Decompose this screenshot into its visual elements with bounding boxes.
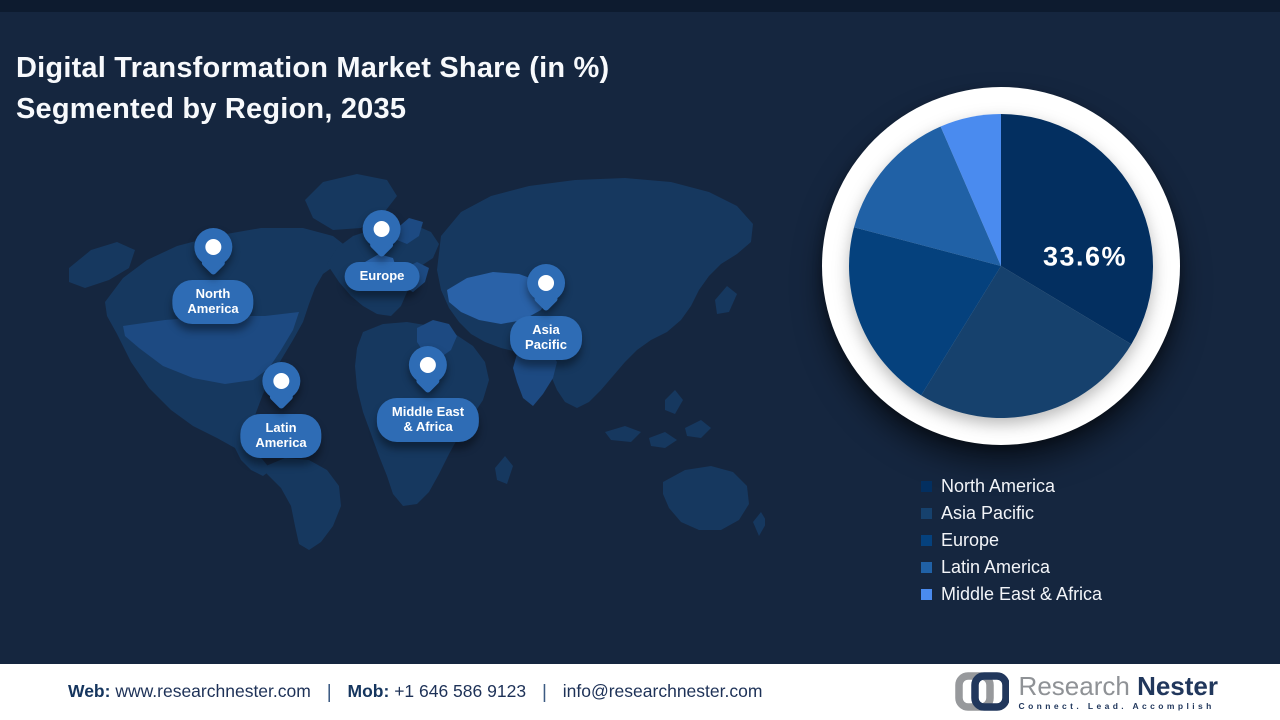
chart-legend: North America Asia Pacific Europe Latin Ame… xyxy=(921,477,1102,612)
map-region-label-europe: Europe xyxy=(344,262,420,291)
map-region-label-latin-america: Latin America xyxy=(240,414,322,458)
logo-brand-name: Research Nester xyxy=(1019,673,1218,699)
footer-divider: | xyxy=(541,681,547,703)
legend-label: Latin America xyxy=(941,557,1051,577)
email-address: info@researchnester.com xyxy=(562,680,763,701)
location-pin-icon xyxy=(194,228,232,278)
website-url: www.researchnester.com xyxy=(115,680,311,701)
map-region-label-asia-pacific: Asia Pacific xyxy=(510,316,582,360)
footer-divider: | xyxy=(326,681,332,703)
pie-value-label: 33.6% xyxy=(1042,241,1128,272)
pie-slice-latin-america xyxy=(854,126,1001,266)
page-title-line2: Segmented by Region, 2035 xyxy=(16,93,407,125)
legend-swatch xyxy=(921,481,932,492)
legend-swatch xyxy=(921,508,932,519)
location-pin-icon xyxy=(526,264,565,314)
top-accent-bar xyxy=(0,0,1280,12)
legend-label: Middle East & Africa xyxy=(941,584,1103,604)
location-pin-icon xyxy=(409,346,447,396)
mob-label: Mob: xyxy=(347,680,390,701)
footer-bar: Web: www.researchnester.com | Mob: +1 64… xyxy=(0,664,1280,720)
location-pin-icon xyxy=(362,210,401,260)
legend-item-middle-east-africa: Middle East & Africa xyxy=(921,585,1102,604)
map-pin-asia-pacific: Asia Pacific xyxy=(510,264,582,360)
footer-contact-text: Web: www.researchnester.com | Mob: +1 64… xyxy=(68,681,762,704)
pie-slice-europe xyxy=(849,227,1001,396)
page-title-line1: Digital Transformation Market Share (in … xyxy=(16,52,610,84)
page-title: Digital Transformation Market Share (in … xyxy=(16,48,609,130)
legend-item-north-america: North America xyxy=(921,477,1102,496)
logo-brand-second: Nester xyxy=(1137,671,1218,701)
pie-chart: 33.6% xyxy=(822,87,1180,445)
legend-swatch xyxy=(921,562,932,573)
logo-tagline: Connect. Lead. Accomplish xyxy=(1018,701,1215,711)
legend-label: Europe xyxy=(941,530,1000,550)
map-region-label-north-america: North America xyxy=(172,280,254,324)
pie-slices xyxy=(849,114,1153,418)
phone-number: +1 646 586 9123 xyxy=(394,680,527,701)
map-pin-europe: Europe xyxy=(344,210,420,291)
logo-chainlink-icon xyxy=(954,672,1009,711)
legend-item-europe: Europe xyxy=(921,531,1102,550)
map-pin-middle-east-africa: Middle East & Africa xyxy=(376,346,480,442)
research-nester-logo: Research Nester Connect. Lead. Accomplis… xyxy=(954,670,1218,714)
legend-swatch xyxy=(921,589,932,600)
map-pin-north-america: North America xyxy=(172,228,254,324)
map-pin-latin-america: Latin America xyxy=(240,362,322,458)
legend-label: North America xyxy=(941,476,1056,496)
logo-brand-first: Research xyxy=(1018,671,1130,701)
legend-item-asia-pacific: Asia Pacific xyxy=(921,504,1102,523)
legend-label: Asia Pacific xyxy=(941,503,1035,523)
location-pin-icon xyxy=(262,362,300,412)
legend-item-latin-america: Latin America xyxy=(921,558,1102,577)
logo-text: Research Nester Connect. Lead. Accomplis… xyxy=(1019,673,1218,711)
pie-slice-north-america xyxy=(1001,114,1153,345)
web-label: Web: xyxy=(68,680,111,701)
legend-swatch xyxy=(921,535,932,546)
pie-slice-middle-east-africa xyxy=(940,114,1001,266)
pie-slice-asia-pacific xyxy=(921,266,1132,418)
map-region-label-middle-east-africa: Middle East & Africa xyxy=(376,398,480,442)
